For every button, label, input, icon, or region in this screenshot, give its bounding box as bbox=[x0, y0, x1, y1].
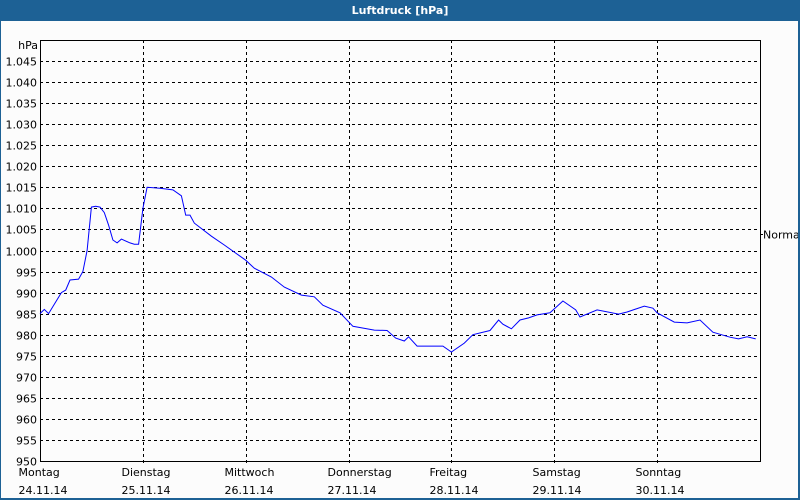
y-tick-label: 965 bbox=[16, 393, 37, 406]
y-tick-label: 1.005 bbox=[6, 224, 38, 237]
x-tick-day: Donnerstag bbox=[328, 466, 392, 479]
y-tick-label: 1.010 bbox=[6, 203, 38, 216]
y-tick-label: 950 bbox=[16, 456, 37, 469]
normal-marker-label: Normal bbox=[763, 229, 798, 242]
y-tick-label: 980 bbox=[16, 330, 37, 343]
y-tick-label: 1.015 bbox=[6, 182, 38, 195]
y-tick-label: 955 bbox=[16, 435, 37, 448]
pressure-chart: hPa 950 955 960 965 970 975 980 985 990 995 1.000 1… bbox=[6, 39, 799, 497]
y-tick-label: 960 bbox=[16, 414, 37, 427]
x-tick-date: 29.11.14 bbox=[533, 484, 582, 497]
y-tick-label: 1.030 bbox=[6, 119, 38, 132]
y-tick-label: 1.000 bbox=[6, 246, 38, 259]
x-tick-date: 27.11.14 bbox=[328, 484, 377, 497]
y-tick-label: 970 bbox=[16, 372, 37, 385]
x-tick-date: 25.11.14 bbox=[122, 484, 171, 497]
x-tick-date: 24.11.14 bbox=[19, 484, 68, 497]
y-tick-label: 985 bbox=[16, 309, 37, 322]
x-tick-day: Montag bbox=[19, 466, 60, 479]
x-tick-day: Freitag bbox=[430, 466, 468, 479]
x-tick-date: 30.11.14 bbox=[636, 484, 685, 497]
y-tick-label: 1.040 bbox=[6, 77, 38, 90]
y-axis-label: hPa bbox=[18, 39, 38, 52]
chart-area: hPa 950 955 960 965 970 975 980 985 990 995 1.000 1… bbox=[1, 21, 798, 498]
x-tick-date: 26.11.14 bbox=[225, 484, 274, 497]
x-tick-date: 28.11.14 bbox=[430, 484, 479, 497]
y-tick-label: 995 bbox=[16, 267, 37, 280]
x-tick-day: Dienstag bbox=[122, 466, 171, 479]
y-tick-label: 975 bbox=[16, 351, 37, 364]
y-tick-label: 1.025 bbox=[6, 140, 38, 153]
y-tick-label: 990 bbox=[16, 288, 37, 301]
pressure-line bbox=[39, 186, 756, 353]
x-tick-day: Sonntag bbox=[636, 466, 682, 479]
x-tick-day: Mittwoch bbox=[225, 466, 275, 479]
x-tick-day: Samstag bbox=[533, 466, 581, 479]
y-tick-label: 1.020 bbox=[6, 161, 38, 174]
y-tick-label: 1.035 bbox=[6, 98, 38, 111]
y-tick-label: 1.045 bbox=[6, 56, 38, 69]
window-title: Luftdruck [hPa] bbox=[0, 0, 800, 20]
